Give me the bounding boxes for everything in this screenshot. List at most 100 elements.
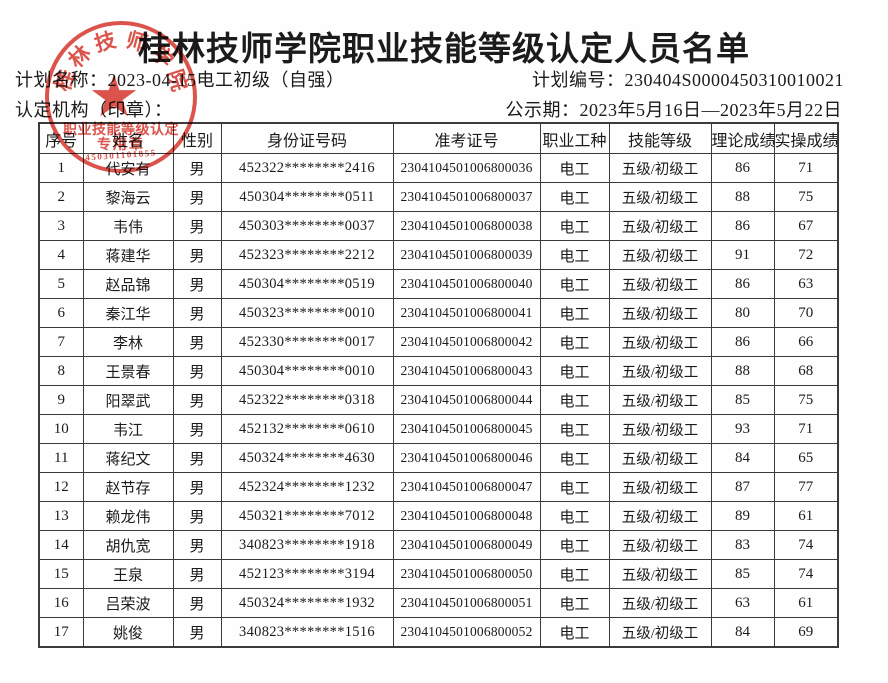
cell-occupation: 电工 bbox=[539, 472, 610, 502]
cell-index: 7 bbox=[38, 327, 84, 357]
cell-gender: 男 bbox=[172, 327, 222, 357]
cell-occupation: 电工 bbox=[539, 530, 610, 560]
cell-index: 12 bbox=[38, 472, 84, 502]
table-row: 10 韦江男 452132********0610 23041045010068000… bbox=[38, 414, 839, 444]
cell-practical-score: 71 bbox=[773, 153, 839, 183]
cell-theory-score: 87 bbox=[710, 472, 775, 502]
cell-gender: 男 bbox=[172, 385, 222, 415]
cell-theory-score: 85 bbox=[710, 385, 775, 415]
cell-name: 代安有 bbox=[82, 153, 174, 183]
cell-theory-score: 88 bbox=[710, 356, 775, 386]
table-header-row: 序号 姓名 性别 身份证号码 准考证号 职业工种 技能等级 理论成绩 实操成绩 bbox=[38, 122, 839, 154]
cell-practical-score: 74 bbox=[773, 530, 839, 560]
cell-index: 17 bbox=[38, 617, 84, 648]
plan-number-value: 230404S0000450310010021 bbox=[624, 70, 844, 90]
cell-gender: 男 bbox=[172, 269, 222, 299]
org-stamp-label: 认定机构（印章）： bbox=[15, 100, 173, 120]
table-row: 5 赵品锦男 450304********0519 23041045010068000… bbox=[38, 269, 839, 299]
column-header-theory-score: 理论成绩 bbox=[710, 122, 775, 154]
cell-id-number: 452322********2416 bbox=[220, 153, 394, 183]
cell-occupation: 电工 bbox=[539, 356, 610, 386]
cell-name: 赵节存 bbox=[82, 472, 174, 502]
cell-occupation: 电工 bbox=[539, 240, 610, 270]
cell-name: 胡仇宽 bbox=[82, 530, 174, 560]
cell-name: 姚俊 bbox=[82, 617, 174, 648]
cell-skill-level: 五级/初级工 bbox=[608, 385, 712, 415]
cell-practical-score: 65 bbox=[773, 443, 839, 473]
cell-exam-number: 2304104501006800048 bbox=[392, 501, 541, 531]
page-title: 桂林技师学院职业技能等级认定人员名单 bbox=[138, 32, 750, 68]
cell-gender: 男 bbox=[172, 240, 222, 270]
cell-theory-score: 89 bbox=[710, 501, 775, 531]
cell-gender: 男 bbox=[172, 617, 222, 648]
column-header-id-number: 身份证号码 bbox=[220, 122, 394, 154]
cell-exam-number: 2304104501006800036 bbox=[392, 153, 541, 183]
table-row: 9 阳翠武男 452322********0318 23041045010068000… bbox=[38, 385, 839, 415]
cell-id-number: 450303********0037 bbox=[220, 211, 394, 241]
cell-exam-number: 2304104501006800042 bbox=[392, 327, 541, 357]
cell-skill-level: 五级/初级工 bbox=[608, 443, 712, 473]
publicity-period-label: 公示期： bbox=[505, 100, 580, 120]
cell-theory-score: 88 bbox=[710, 182, 775, 212]
cell-id-number: 450304********0010 bbox=[220, 356, 394, 386]
cell-exam-number: 2304104501006800047 bbox=[392, 472, 541, 502]
cell-id-number: 340823********1516 bbox=[220, 617, 394, 648]
cell-index: 2 bbox=[38, 182, 84, 212]
cell-theory-score: 85 bbox=[710, 559, 775, 589]
plan-name-label: 计划名称： bbox=[15, 70, 108, 90]
cell-occupation: 电工 bbox=[539, 182, 610, 212]
table-row: 13 赖龙伟男 450321********7012 2304104501006800… bbox=[38, 501, 839, 531]
cell-id-number: 452132********0610 bbox=[220, 414, 394, 444]
cell-skill-level: 五级/初级工 bbox=[608, 298, 712, 328]
cell-theory-score: 86 bbox=[710, 153, 775, 183]
cell-name: 蒋纪文 bbox=[82, 443, 174, 473]
cell-theory-score: 86 bbox=[710, 327, 775, 357]
cell-occupation: 电工 bbox=[539, 385, 610, 415]
cell-name: 吕荣波 bbox=[82, 588, 174, 618]
cell-occupation: 电工 bbox=[539, 211, 610, 241]
cell-index: 4 bbox=[38, 240, 84, 270]
cell-index: 14 bbox=[38, 530, 84, 560]
column-header-practical-score: 实操成绩 bbox=[773, 122, 839, 154]
cell-name: 韦江 bbox=[82, 414, 174, 444]
cell-index: 9 bbox=[38, 385, 84, 415]
cell-theory-score: 63 bbox=[710, 588, 775, 618]
cell-practical-score: 77 bbox=[773, 472, 839, 502]
cell-practical-score: 74 bbox=[773, 559, 839, 589]
cell-skill-level: 五级/初级工 bbox=[608, 269, 712, 299]
cell-practical-score: 67 bbox=[773, 211, 839, 241]
cell-theory-score: 93 bbox=[710, 414, 775, 444]
cell-exam-number: 2304104501006800043 bbox=[392, 356, 541, 386]
cell-skill-level: 五级/初级工 bbox=[608, 211, 712, 241]
cell-id-number: 450304********0519 bbox=[220, 269, 394, 299]
column-header-occupation: 职业工种 bbox=[539, 122, 610, 154]
cell-index: 6 bbox=[38, 298, 84, 328]
cell-practical-score: 61 bbox=[773, 588, 839, 618]
cell-practical-score: 70 bbox=[773, 298, 839, 328]
cell-theory-score: 86 bbox=[710, 269, 775, 299]
cell-exam-number: 2304104501006800051 bbox=[392, 588, 541, 618]
cell-gender: 男 bbox=[172, 211, 222, 241]
personnel-table: 序号 姓名 性别 身份证号码 准考证号 职业工种 技能等级 理论成绩 实操成绩 … bbox=[38, 122, 839, 648]
cell-index: 11 bbox=[38, 443, 84, 473]
cell-theory-score: 83 bbox=[710, 530, 775, 560]
cell-practical-score: 61 bbox=[773, 501, 839, 531]
cell-index: 13 bbox=[38, 501, 84, 531]
cell-skill-level: 五级/初级工 bbox=[608, 414, 712, 444]
org-stamp-line: 认定机构（印章）： bbox=[15, 96, 173, 122]
cell-exam-number: 2304104501006800039 bbox=[392, 240, 541, 270]
cell-exam-number: 2304104501006800037 bbox=[392, 182, 541, 212]
cell-practical-score: 75 bbox=[773, 385, 839, 415]
cell-name: 秦江华 bbox=[82, 298, 174, 328]
cell-id-number: 450321********7012 bbox=[220, 501, 394, 531]
cell-index: 16 bbox=[38, 588, 84, 618]
column-header-skill-level: 技能等级 bbox=[608, 122, 712, 154]
cell-id-number: 450304********0511 bbox=[220, 182, 394, 212]
table-row: 16 吕荣波男 450324********1932 2304104501006800… bbox=[38, 588, 839, 618]
cell-gender: 男 bbox=[172, 182, 222, 212]
cell-skill-level: 五级/初级工 bbox=[608, 501, 712, 531]
table-row: 7 李林男 452330********0017 230410450100680004… bbox=[38, 327, 839, 357]
cell-exam-number: 2304104501006800050 bbox=[392, 559, 541, 589]
cell-name: 蒋建华 bbox=[82, 240, 174, 270]
table-body: 1 代安有男 452322********2416 23041045010068000… bbox=[38, 153, 839, 648]
